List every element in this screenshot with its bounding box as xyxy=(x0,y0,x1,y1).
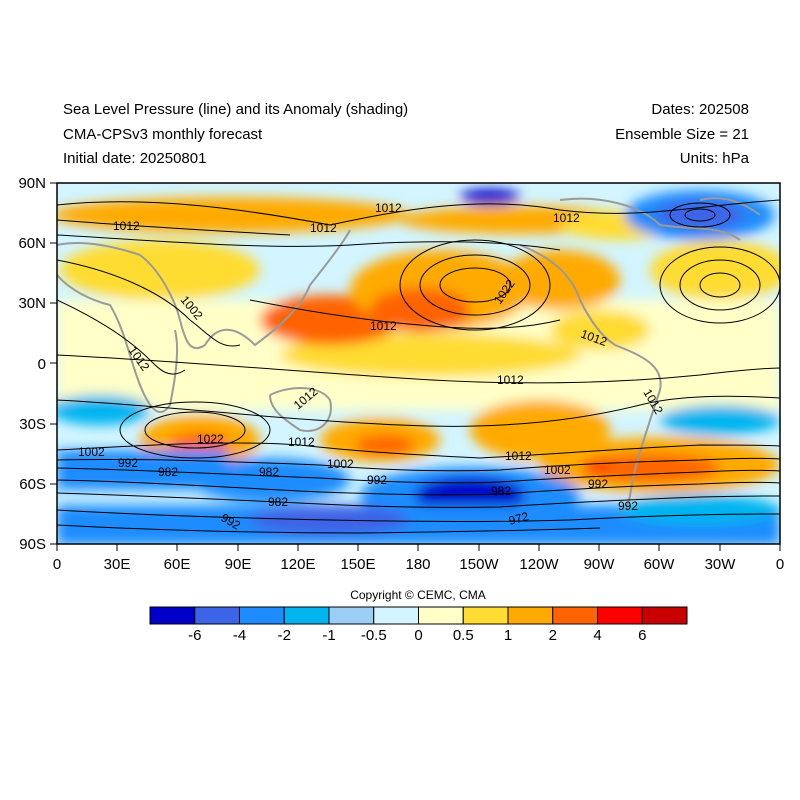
ensemble-size: Ensemble Size = 21 xyxy=(615,126,749,143)
contour-label: 1012 xyxy=(553,211,580,225)
lon-tick-label: 90W xyxy=(584,556,616,573)
model-name: CMA-CPSv3 monthly forecast xyxy=(63,126,263,143)
coastlines xyxy=(57,197,761,511)
anomaly-shading xyxy=(57,183,780,544)
lon-tick-label: 30W xyxy=(705,556,737,573)
lon-tick-label: 0 xyxy=(776,556,784,573)
lon-tick-label: 30E xyxy=(104,556,131,573)
colorbar-box xyxy=(552,606,598,625)
contour-label: 1002 xyxy=(327,457,354,471)
lon-tick-label: 60W xyxy=(644,556,676,573)
chart-title: Sea Level Pressure (line) and its Anomal… xyxy=(63,101,409,118)
contour-label: 982 xyxy=(491,484,511,498)
latitude-ticks xyxy=(50,182,57,545)
colorbar-box xyxy=(328,606,375,625)
colorbar-box xyxy=(239,606,285,625)
lon-tick-label: 0 xyxy=(53,556,61,573)
contour-label: 1022 xyxy=(197,432,224,446)
colorbar-tick-label: -4 xyxy=(232,627,247,644)
contour-label: 1012 xyxy=(113,219,140,233)
lon-tick-label: 120E xyxy=(280,556,315,573)
colorbar-box xyxy=(641,606,688,625)
contour-label: 1002 xyxy=(78,445,105,459)
initial-date: Initial date: 20250801 xyxy=(63,150,207,167)
contour-label: 1012 xyxy=(370,319,397,333)
contour-label: 992 xyxy=(118,456,138,470)
forecast-dates: Dates: 202508 xyxy=(651,101,749,118)
lon-tick-label: 120W xyxy=(519,556,559,573)
lat-tick-label: 30N xyxy=(18,295,46,312)
lat-tick-label: 60N xyxy=(18,235,46,252)
colorbar-tick-label: -6 xyxy=(188,627,202,644)
colorbar-tick-label: 0.5 xyxy=(452,627,474,644)
lat-tick-label: 90S xyxy=(19,536,46,553)
colorbar-tick-label: -1 xyxy=(322,627,336,644)
colorbar xyxy=(149,606,688,625)
colorbar-tick-label: 1 xyxy=(503,627,513,644)
longitude-axis: 0 30E 60E 90E 120E 150E 180 150W 120W 90… xyxy=(53,556,784,573)
contour-label: 1012 xyxy=(288,435,315,449)
colorbar-tick-label: -2 xyxy=(277,627,291,644)
contour-label: 982 xyxy=(259,465,279,479)
copyright-text: Copyright © CEMC, CMA xyxy=(350,588,486,602)
colorbar-box xyxy=(149,606,196,625)
colorbar-box xyxy=(418,606,464,625)
contour-label: 1002 xyxy=(544,463,571,477)
lon-tick-label: 180 xyxy=(405,556,430,573)
lat-tick-label: 0 xyxy=(38,356,46,373)
lon-tick-label: 60E xyxy=(164,556,191,573)
colorbar-tick-label: 4 xyxy=(593,627,602,644)
contour-label: 1012 xyxy=(497,373,524,387)
colorbar-box xyxy=(194,606,240,625)
longitude-ticks xyxy=(56,544,781,551)
contour-label: 1012 xyxy=(310,221,337,235)
contour-label: 972 xyxy=(507,509,530,528)
colorbar-box xyxy=(373,606,419,625)
lat-tick-label: 30S xyxy=(19,416,46,433)
latitude-axis: 90N 60N 30N 0 30S 60S 90S xyxy=(18,175,46,553)
colorbar-box xyxy=(462,606,509,625)
contour-label: 992 xyxy=(618,499,638,513)
contour-label: 1012 xyxy=(505,449,532,463)
contour-label: 1012 xyxy=(375,201,402,215)
lat-tick-label: 90N xyxy=(18,175,46,192)
colorbar-tick-label: 6 xyxy=(638,627,647,644)
slp-contours xyxy=(57,199,780,534)
units-label: Units: hPa xyxy=(679,150,749,167)
contour-label: 992 xyxy=(588,477,608,491)
colorbar-box xyxy=(283,606,330,625)
colorbar-tick-label: 0 xyxy=(414,627,423,644)
lon-tick-label: 150E xyxy=(340,556,375,573)
colorbar-box xyxy=(507,606,554,625)
colorbar-box xyxy=(597,606,643,625)
colorbar-tick-label: -0.5 xyxy=(360,627,387,644)
lon-tick-label: 150W xyxy=(459,556,499,573)
contour-label: 982 xyxy=(268,495,288,509)
contour-label: 982 xyxy=(158,465,178,479)
lat-tick-label: 60S xyxy=(19,476,46,493)
lon-tick-label: 90E xyxy=(225,556,252,573)
colorbar-tick-label: 2 xyxy=(548,627,557,644)
contour-label: 992 xyxy=(367,473,387,487)
